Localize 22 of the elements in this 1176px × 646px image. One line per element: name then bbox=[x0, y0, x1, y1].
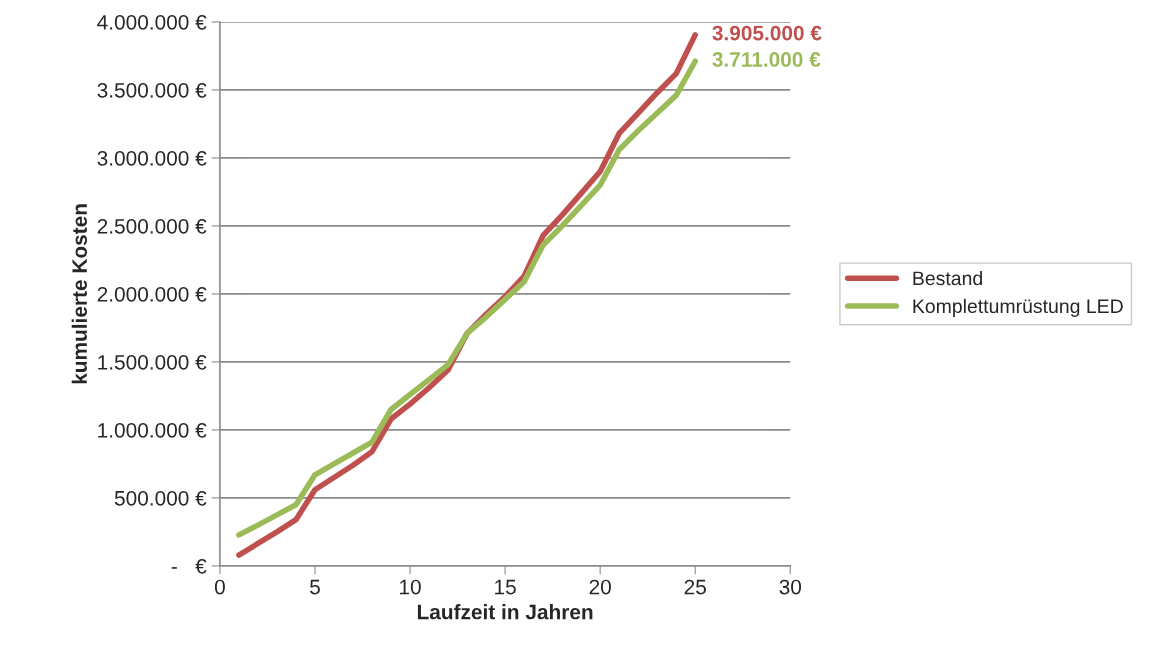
annotation: 3.711.000 € bbox=[712, 52, 821, 67]
x-tick-label: 0 bbox=[214, 579, 225, 595]
y-tick-label: 1.500.000 € bbox=[98, 354, 207, 370]
legend-label: Komplettumrüstung LED bbox=[913, 298, 1123, 317]
x-tick-label: 20 bbox=[589, 579, 611, 595]
y-tick-label: 3.000.000 € bbox=[97, 150, 207, 166]
y-tick-label: - € bbox=[171, 558, 207, 574]
y-tick-label: 2.000.000 € bbox=[97, 286, 207, 302]
legend-label: Bestand bbox=[913, 270, 982, 286]
y-tick-label: 1.000.000 € bbox=[98, 422, 207, 438]
x-axis-title: Laufzeit in Jahren bbox=[417, 604, 593, 620]
x-tick-label: 30 bbox=[779, 579, 802, 595]
x-tick-label: 10 bbox=[400, 579, 421, 595]
y-tick-label: 2.500.000 € bbox=[97, 218, 207, 234]
y-tick-label: 3.500.000 € bbox=[97, 82, 207, 98]
x-tick-label: 15 bbox=[495, 579, 516, 595]
y-tick-label: 4.000.000 € bbox=[97, 14, 207, 30]
y-tick-label: 500.000 € bbox=[114, 490, 207, 506]
y-axis-title: kumulierte Kosten bbox=[71, 204, 87, 384]
annotation: 3.905.000 € bbox=[712, 25, 822, 41]
x-tick-label: 5 bbox=[310, 579, 320, 595]
x-tick-label: 25 bbox=[684, 579, 706, 595]
